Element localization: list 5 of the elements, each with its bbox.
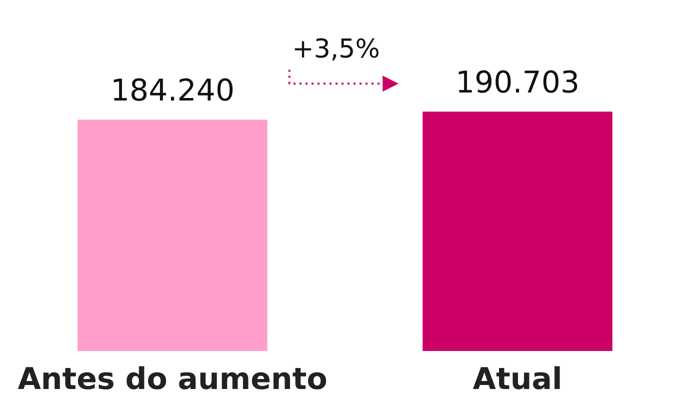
text: +3,5% (292, 34, 380, 64)
x-tick-label: Antes do aumento (18, 362, 328, 397)
x-tick-label: Atual (472, 362, 562, 397)
data-label: 184.240 (110, 74, 235, 109)
data-label: 190.703 (455, 65, 580, 100)
